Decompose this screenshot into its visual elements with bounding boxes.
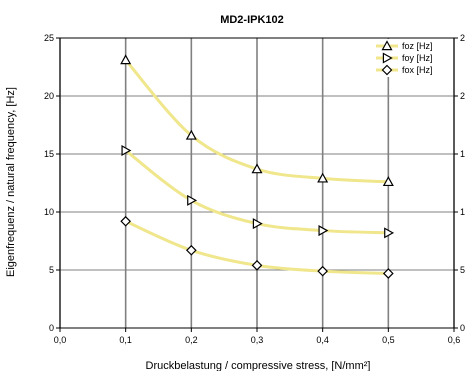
y-right-axis-ticks: 0 5 1 1 2 2	[454, 33, 465, 333]
legend-label: foy [Hz]	[402, 53, 433, 63]
data-point-series-2	[121, 145, 132, 157]
data-point-series-2	[384, 227, 395, 239]
x-tick-label: 0,5	[382, 335, 395, 345]
data-point-series-1	[120, 54, 132, 65]
legend-label: fox [Hz]	[402, 65, 433, 75]
y-tick-label: 0	[49, 323, 54, 333]
data-point-series-2	[187, 194, 198, 206]
y-tick-label: 15	[44, 149, 54, 159]
markers	[120, 54, 395, 279]
data-point-series-3	[185, 244, 197, 256]
y-axis-label: Eigenfrequenz / natural frequency, [Hz]	[5, 87, 17, 277]
x-tick-label: 0,4	[316, 335, 329, 345]
data-point-series-1	[251, 163, 263, 174]
y-tick-label: 5	[49, 265, 54, 275]
data-point-series-3	[382, 268, 394, 279]
data-point-series-3	[120, 215, 132, 227]
grid	[59, 37, 455, 329]
legend: foz [Hz] foy [Hz] fox [Hz]	[372, 39, 452, 77]
y-right-tick-label: 2	[460, 33, 465, 43]
legend-marker	[381, 40, 393, 51]
x-tick-label: 0,2	[185, 335, 198, 345]
data-point-series-2	[252, 218, 263, 230]
data-point-series-1	[382, 176, 394, 187]
x-axis-label: Druckbelastung / compressive stress, [N/…	[146, 360, 371, 371]
y-right-tick-label: 1	[460, 149, 465, 159]
y-tick-label: 20	[44, 91, 54, 101]
data-point-series-3	[317, 265, 329, 277]
y-right-tick-label: 1	[460, 207, 465, 217]
data-point-series-2	[318, 225, 329, 237]
y-axis-ticks: 0 5 10 15 20 25	[44, 33, 60, 333]
y-right-tick-label: 0	[460, 323, 465, 333]
x-axis-ticks: 0,0 0,1 0,2 0,3 0,4 0,5 0,6	[54, 328, 461, 345]
legend-marker	[381, 64, 393, 76]
x-tick-label: 0,1	[119, 335, 132, 345]
y-right-tick-label: 5	[460, 265, 465, 275]
x-tick-label: 0,0	[54, 335, 67, 345]
chart-title: MD2-IPK102	[220, 14, 284, 26]
data-point-series-1	[317, 172, 329, 183]
legend-marker	[382, 52, 393, 64]
data-point-series-1	[185, 129, 197, 140]
data-point-series-3	[251, 260, 263, 271]
y-right-tick-label: 2	[460, 91, 465, 101]
y-tick-label: 25	[44, 33, 54, 43]
x-tick-label: 0,3	[251, 335, 264, 345]
legend-label: foz [Hz]	[402, 41, 433, 51]
y-tick-label: 10	[44, 207, 54, 217]
x-tick-label: 0,6	[448, 335, 461, 345]
